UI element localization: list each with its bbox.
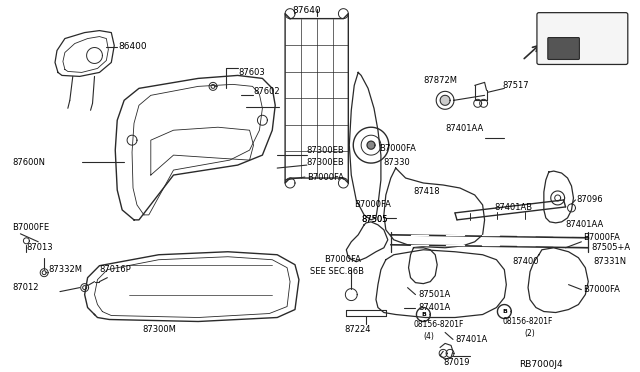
FancyBboxPatch shape xyxy=(537,13,628,64)
Text: B7000FA: B7000FA xyxy=(324,255,362,264)
Polygon shape xyxy=(440,95,450,105)
Text: 87224: 87224 xyxy=(344,325,371,334)
Text: 08156-8201F: 08156-8201F xyxy=(502,317,553,326)
Text: 87401A: 87401A xyxy=(419,303,451,312)
Text: (4): (4) xyxy=(424,332,435,341)
Text: 08156-8201F: 08156-8201F xyxy=(413,320,464,329)
Text: 87012: 87012 xyxy=(13,283,39,292)
Text: 87096: 87096 xyxy=(577,195,603,205)
Text: SEE SEC.86B: SEE SEC.86B xyxy=(310,267,364,276)
Text: 87600N: 87600N xyxy=(13,158,45,167)
Text: 87401AA: 87401AA xyxy=(566,220,604,230)
Text: 87331N: 87331N xyxy=(593,257,627,266)
Text: 87505: 87505 xyxy=(361,215,388,224)
Text: 87300EB: 87300EB xyxy=(307,158,344,167)
Text: 87013: 87013 xyxy=(26,243,53,252)
Text: 87300EB: 87300EB xyxy=(307,145,344,155)
Text: RB7000J4: RB7000J4 xyxy=(519,360,563,369)
Text: B7000FE: B7000FE xyxy=(13,223,50,232)
Text: B7000FA: B7000FA xyxy=(583,233,620,242)
Text: 86400: 86400 xyxy=(118,42,147,51)
Text: 87400: 87400 xyxy=(512,257,539,266)
Text: B7000FA: B7000FA xyxy=(354,201,391,209)
FancyBboxPatch shape xyxy=(548,38,579,60)
Text: 87418: 87418 xyxy=(413,187,440,196)
Text: 87517: 87517 xyxy=(502,81,529,90)
Text: (2): (2) xyxy=(524,329,535,338)
Text: 87330: 87330 xyxy=(383,158,410,167)
Text: 87872M: 87872M xyxy=(424,76,458,85)
Text: 87401AB: 87401AB xyxy=(495,203,532,212)
Text: B: B xyxy=(502,309,507,314)
Text: 87603: 87603 xyxy=(239,68,266,77)
Text: 87501A: 87501A xyxy=(419,290,451,299)
Text: B7000FA: B7000FA xyxy=(307,173,344,182)
Text: B: B xyxy=(421,312,426,317)
Text: 87332M: 87332M xyxy=(48,265,82,274)
Text: 87019: 87019 xyxy=(443,358,470,367)
Text: 87505+A: 87505+A xyxy=(591,243,630,252)
Text: 87640: 87640 xyxy=(292,6,321,15)
Text: B7000FA: B7000FA xyxy=(583,285,620,294)
Text: 87300M: 87300M xyxy=(142,325,176,334)
Text: 87602: 87602 xyxy=(253,87,280,96)
Text: 87016P: 87016P xyxy=(99,265,131,274)
Text: 87401AA: 87401AA xyxy=(445,124,483,133)
Text: 87401A: 87401A xyxy=(455,335,487,344)
Polygon shape xyxy=(367,141,375,149)
Text: 87505: 87505 xyxy=(361,215,388,224)
Text: B7000FA: B7000FA xyxy=(379,144,416,153)
